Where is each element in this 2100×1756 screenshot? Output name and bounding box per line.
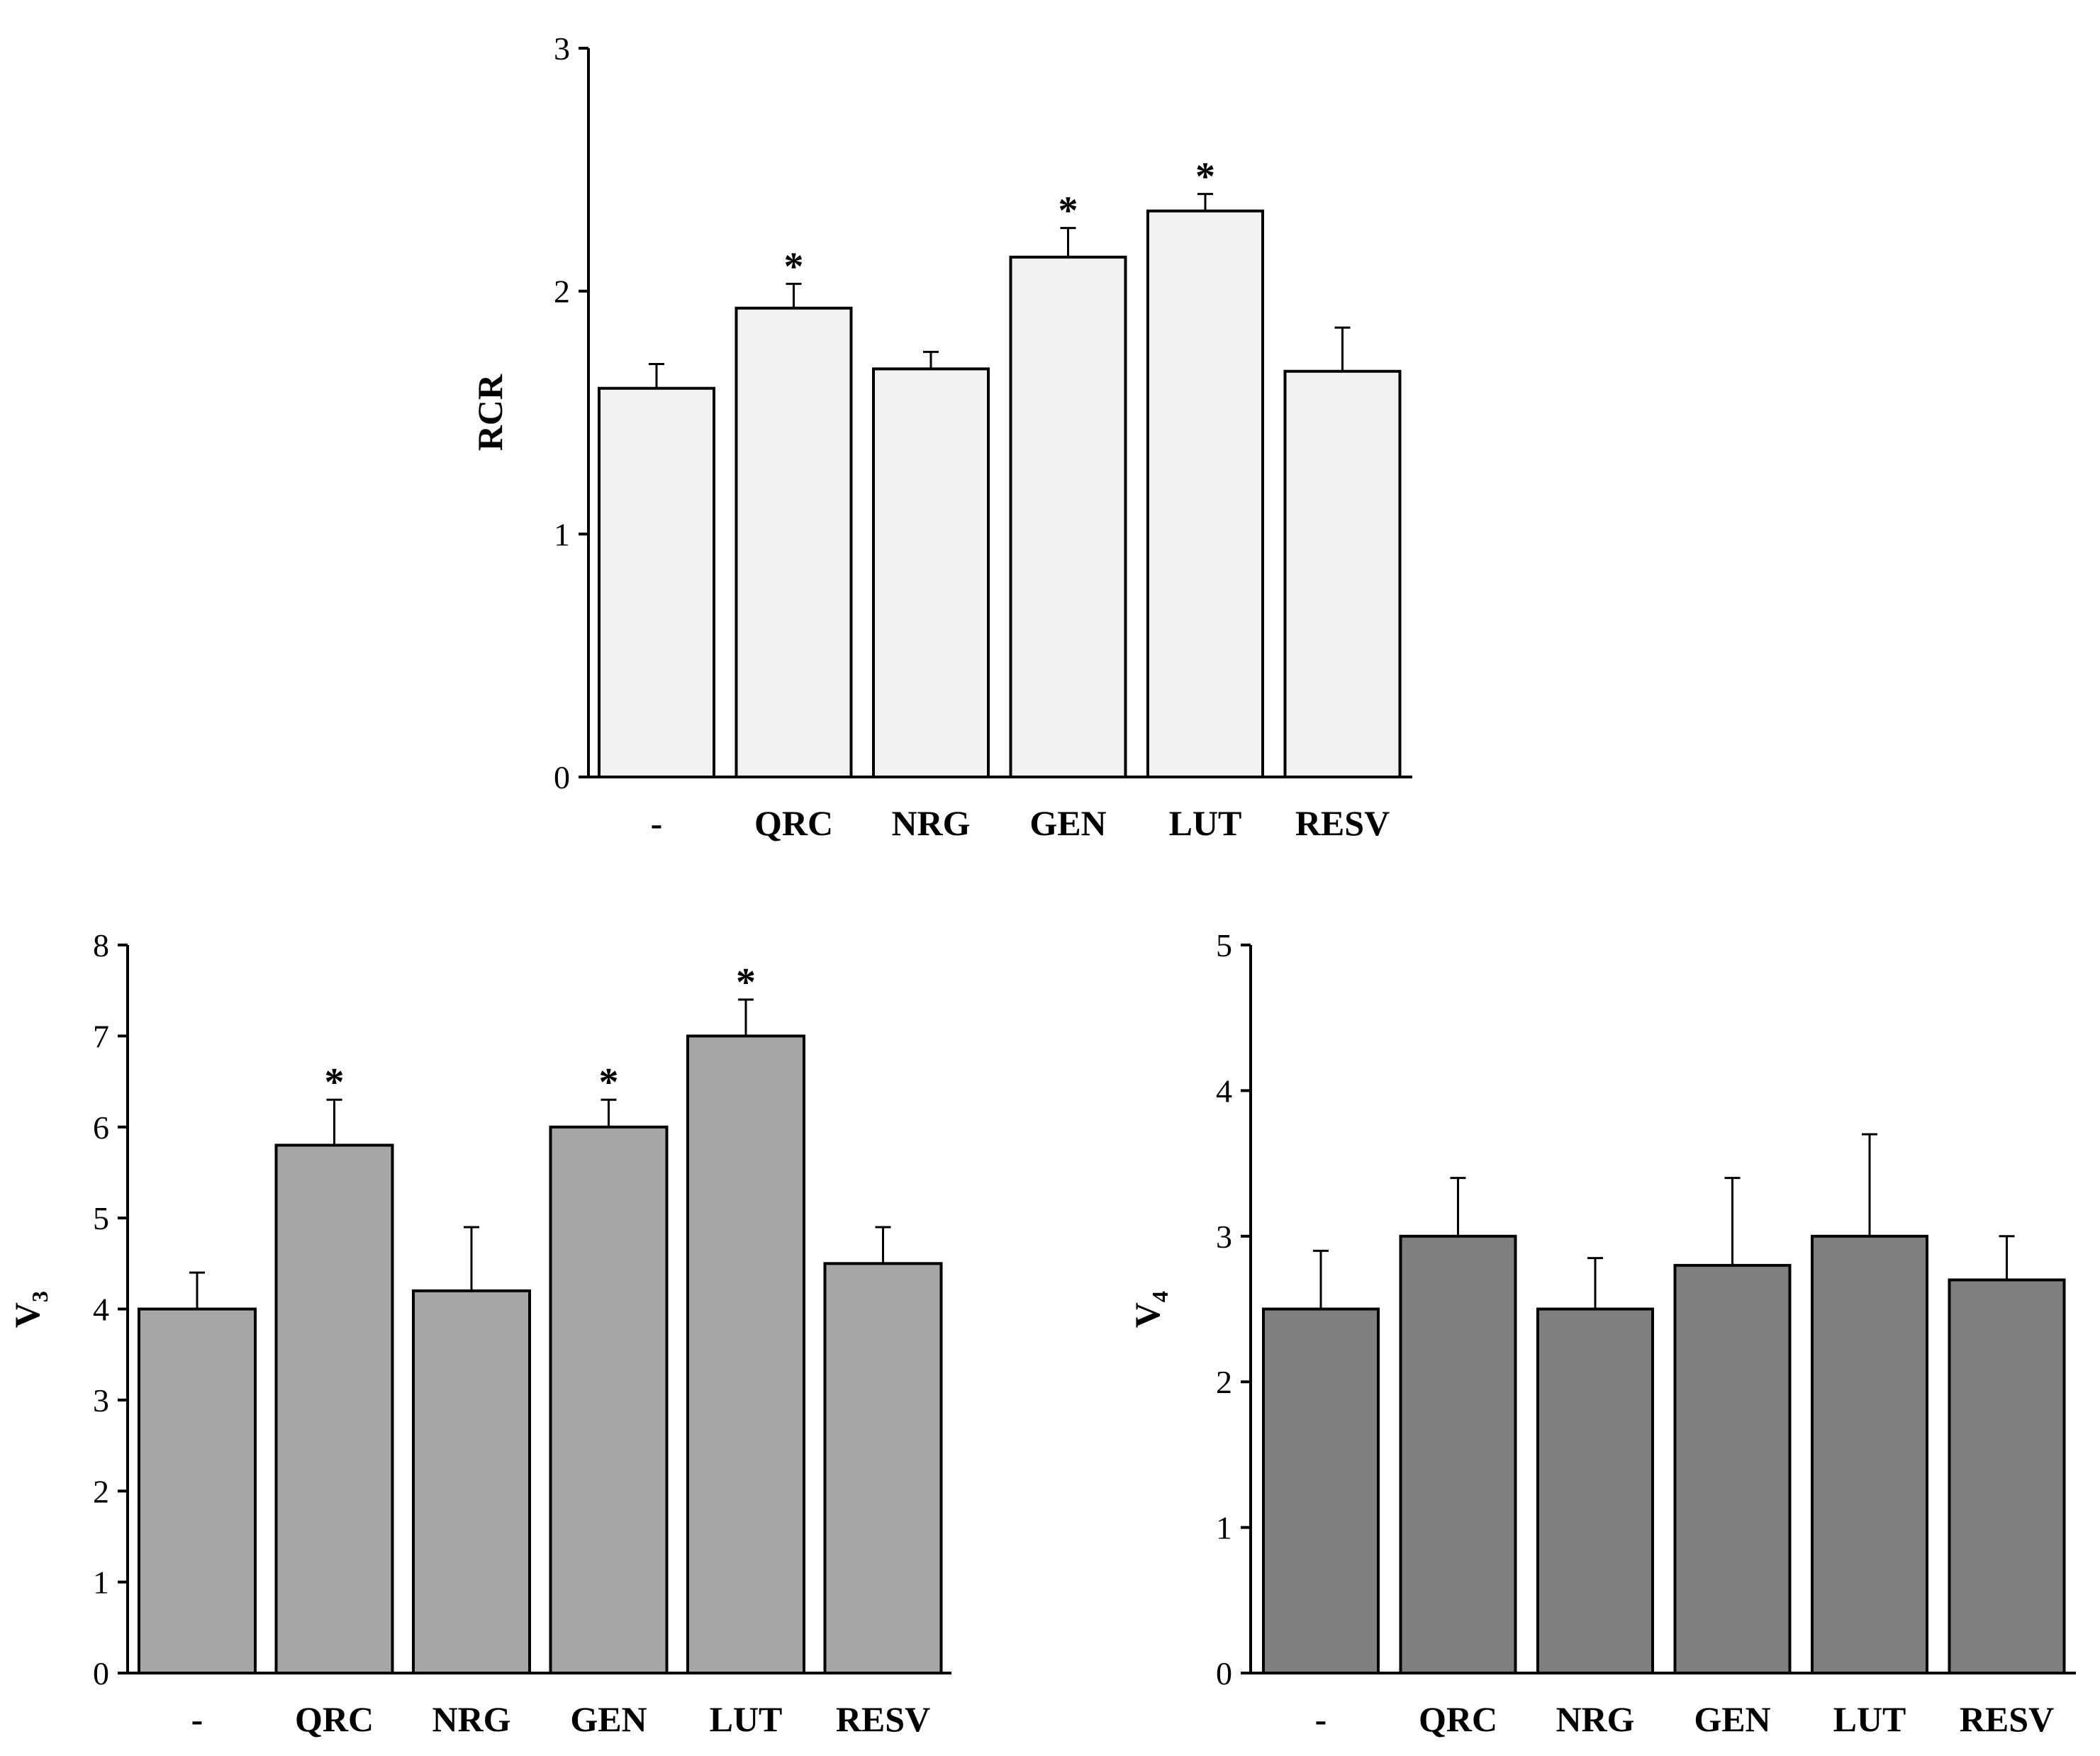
significance-marker: *	[784, 245, 804, 289]
significance-marker: *	[1195, 155, 1215, 199]
bar-control	[138, 1307, 257, 1674]
x-category-label: RESV	[1960, 1699, 2054, 1739]
bar-nrg	[412, 1289, 531, 1674]
bar-qrc	[274, 1143, 394, 1675]
y-tick-label: 2	[554, 274, 570, 310]
x-category-label: LUT	[1833, 1699, 1906, 1739]
y-tick-label: 5	[93, 1200, 109, 1236]
y-axis-title-main: RCR	[470, 374, 510, 451]
bar-control	[1262, 1307, 1380, 1674]
x-category-label: QRC	[1419, 1699, 1497, 1739]
y-tick-label: 4	[93, 1292, 109, 1328]
bar-gen	[1009, 255, 1127, 778]
y-tick-label: 2	[1216, 1364, 1232, 1400]
x-category-label: QRC	[754, 803, 833, 843]
y-axis-title: V4	[1127, 1291, 1173, 1328]
x-category-label: -	[651, 803, 663, 843]
x-category-label: -	[191, 1699, 203, 1739]
y-tick-label: 1	[1216, 1510, 1232, 1546]
rcr-chart: 0 1 2 3 RCR - * QRC NRG * GEN * LUT RESV	[470, 30, 1412, 843]
y-tick-label: 8	[93, 927, 109, 963]
y-tick-label: 6	[93, 1109, 109, 1146]
bar-resv	[823, 1262, 943, 1674]
x-category-label: QRC	[295, 1699, 374, 1739]
x-category-label: -	[1315, 1699, 1327, 1739]
y-tick-label: 7	[93, 1018, 109, 1054]
bar-qrc	[735, 306, 853, 778]
y-axis-title-subscript: 4	[1147, 1291, 1173, 1302]
bar-qrc	[1399, 1234, 1517, 1675]
y-tick-label: 3	[1216, 1219, 1232, 1255]
y-tick-label: 0	[93, 1655, 109, 1691]
y-axis-title-subscript: 3	[27, 1291, 52, 1302]
significance-marker: *	[599, 1061, 619, 1105]
y-tick-label: 1	[93, 1565, 109, 1601]
y-tick-label: 0	[554, 759, 570, 795]
y-axis-title-main: V	[7, 1302, 47, 1328]
y-tick-label: 5	[1216, 927, 1232, 963]
x-category-label: NRG	[432, 1699, 510, 1739]
bar-resv	[1283, 369, 1402, 778]
x-category-label: NRG	[891, 803, 970, 843]
bar-lut	[686, 1034, 805, 1674]
y-axis-title: V3	[7, 1291, 52, 1328]
significance-marker: *	[736, 961, 756, 1005]
y-tick-label: 2	[93, 1473, 109, 1509]
x-category-label: RESV	[1295, 803, 1390, 843]
y-tick-label: 3	[554, 30, 570, 67]
y-tick-label: 4	[1216, 1073, 1232, 1109]
bar-gen	[549, 1125, 669, 1674]
bar-resv	[1948, 1278, 2066, 1675]
bar-gen	[1673, 1263, 1792, 1674]
y-axis-title: RCR	[470, 374, 510, 451]
bar-nrg	[872, 367, 990, 778]
y-axis-title-main: V	[1127, 1302, 1167, 1328]
significance-marker: *	[325, 1061, 345, 1105]
bar-lut	[1811, 1234, 1928, 1675]
x-category-label: LUT	[710, 1699, 783, 1739]
x-category-label: GEN	[570, 1699, 647, 1739]
y-tick-label: 1	[554, 516, 570, 552]
x-category-label: LUT	[1169, 803, 1242, 843]
x-category-label: RESV	[836, 1699, 930, 1739]
bar-lut	[1146, 209, 1264, 778]
y-tick-label: 3	[93, 1382, 109, 1419]
x-category-label: GEN	[1029, 803, 1106, 843]
x-category-label: NRG	[1556, 1699, 1634, 1739]
bar-control	[598, 386, 715, 778]
significance-marker: *	[1059, 189, 1078, 233]
bar-nrg	[1536, 1307, 1654, 1674]
y-tick-label: 0	[1216, 1655, 1232, 1691]
x-category-label: GEN	[1694, 1699, 1770, 1739]
